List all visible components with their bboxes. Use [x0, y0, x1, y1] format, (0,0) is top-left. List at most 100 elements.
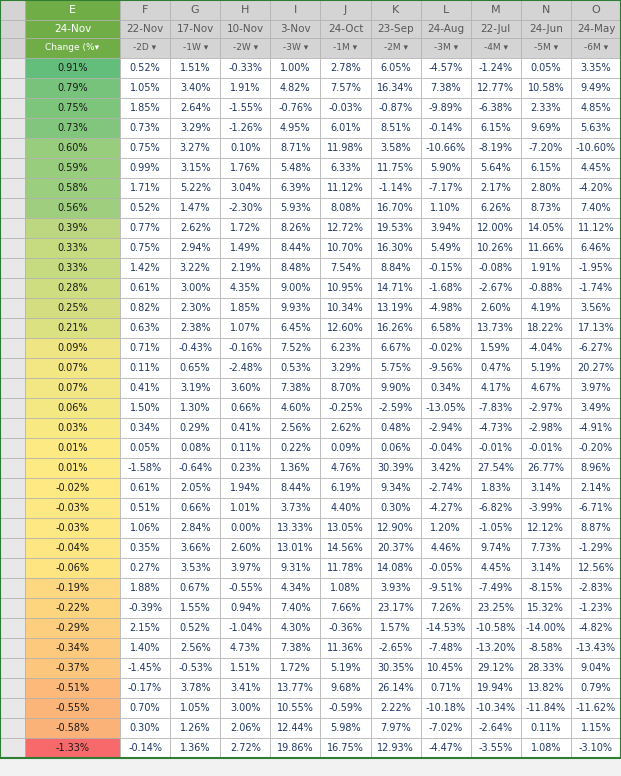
Text: G: G — [191, 5, 199, 15]
Text: -1.26%: -1.26% — [228, 123, 262, 133]
Text: -0.36%: -0.36% — [329, 623, 363, 633]
Text: 19.53%: 19.53% — [377, 223, 414, 233]
Bar — [170, 318, 220, 338]
Bar — [25, 338, 120, 358]
Bar — [521, 498, 571, 518]
Bar — [471, 578, 521, 598]
Text: 4.19%: 4.19% — [530, 303, 561, 313]
Bar — [420, 0, 471, 20]
Bar — [521, 538, 571, 558]
Bar — [571, 178, 621, 198]
Text: -1.74%: -1.74% — [579, 283, 613, 293]
Bar — [0, 458, 25, 478]
Text: 0.75%: 0.75% — [130, 143, 160, 153]
Text: 1.05%: 1.05% — [130, 83, 160, 93]
Bar — [420, 718, 471, 738]
Bar — [120, 258, 170, 278]
Text: 0.09%: 0.09% — [330, 443, 361, 453]
Text: -0.05%: -0.05% — [428, 563, 463, 573]
Text: 3.53%: 3.53% — [180, 563, 211, 573]
Text: 2.15%: 2.15% — [130, 623, 160, 633]
Text: 28.33%: 28.33% — [527, 663, 564, 673]
Text: -2.64%: -2.64% — [479, 723, 513, 733]
Bar — [320, 418, 371, 438]
Text: 0.52%: 0.52% — [130, 63, 160, 73]
Text: 2.19%: 2.19% — [230, 263, 261, 273]
Text: -1.33%: -1.33% — [55, 743, 89, 753]
Text: 1.76%: 1.76% — [230, 163, 261, 173]
Bar — [270, 20, 320, 38]
Bar — [120, 178, 170, 198]
Text: 5.75%: 5.75% — [380, 363, 411, 373]
Text: 11.75%: 11.75% — [377, 163, 414, 173]
Text: 10.55%: 10.55% — [277, 703, 314, 713]
Bar — [0, 618, 25, 638]
Text: 5.19%: 5.19% — [530, 363, 561, 373]
Text: 0.60%: 0.60% — [57, 143, 88, 153]
Text: 0.10%: 0.10% — [230, 143, 260, 153]
Bar — [571, 58, 621, 78]
Text: 1.08%: 1.08% — [530, 743, 561, 753]
Bar — [25, 518, 120, 538]
Text: 1.36%: 1.36% — [180, 743, 211, 753]
Bar — [0, 378, 25, 398]
Bar — [120, 738, 170, 758]
Bar — [320, 698, 371, 718]
Bar — [170, 538, 220, 558]
Text: 17-Nov: 17-Nov — [176, 24, 214, 34]
Text: 8.44%: 8.44% — [280, 483, 310, 493]
Text: J: J — [344, 5, 347, 15]
Text: -0.17%: -0.17% — [128, 683, 162, 693]
Bar — [320, 258, 371, 278]
Bar — [320, 638, 371, 658]
Bar — [270, 318, 320, 338]
Text: 2.94%: 2.94% — [180, 243, 211, 253]
Text: -8.15%: -8.15% — [529, 583, 563, 593]
Text: 0.11%: 0.11% — [130, 363, 160, 373]
Text: -4M ▾: -4M ▾ — [484, 43, 508, 53]
Text: 4.95%: 4.95% — [280, 123, 310, 133]
Bar — [120, 538, 170, 558]
Bar — [270, 218, 320, 238]
Bar — [320, 558, 371, 578]
Text: -0.01%: -0.01% — [479, 443, 513, 453]
Bar — [220, 658, 270, 678]
Text: 16.30%: 16.30% — [377, 243, 414, 253]
Bar — [521, 478, 571, 498]
Text: -0.39%: -0.39% — [128, 603, 162, 613]
Bar — [420, 698, 471, 718]
Bar — [371, 718, 420, 738]
Text: 0.34%: 0.34% — [430, 383, 461, 393]
Bar — [471, 638, 521, 658]
Bar — [420, 578, 471, 598]
Text: 2.06%: 2.06% — [230, 723, 261, 733]
Text: 2.22%: 2.22% — [380, 703, 411, 713]
Bar — [120, 318, 170, 338]
Text: 30.35%: 30.35% — [377, 663, 414, 673]
Bar — [0, 178, 25, 198]
Text: -0.76%: -0.76% — [278, 103, 312, 113]
Bar — [120, 298, 170, 318]
Bar — [371, 438, 420, 458]
Text: 11.66%: 11.66% — [527, 243, 564, 253]
Text: 1.10%: 1.10% — [430, 203, 461, 213]
Text: 13.33%: 13.33% — [277, 523, 314, 533]
Text: 3.49%: 3.49% — [581, 403, 611, 413]
Text: 3.60%: 3.60% — [230, 383, 260, 393]
Bar — [120, 20, 170, 38]
Text: 11.12%: 11.12% — [578, 223, 614, 233]
Bar — [420, 398, 471, 418]
Text: 1.94%: 1.94% — [230, 483, 260, 493]
Bar — [471, 98, 521, 118]
Bar — [420, 238, 471, 258]
Text: 9.31%: 9.31% — [280, 563, 310, 573]
Text: 1.71%: 1.71% — [130, 183, 160, 193]
Bar — [220, 518, 270, 538]
Text: 22-Nov: 22-Nov — [127, 24, 164, 34]
Bar — [571, 0, 621, 20]
Text: -2M ▾: -2M ▾ — [384, 43, 407, 53]
Bar — [471, 218, 521, 238]
Text: 24-Oct: 24-Oct — [328, 24, 363, 34]
Text: 7.40%: 7.40% — [280, 603, 310, 613]
Bar — [220, 20, 270, 38]
